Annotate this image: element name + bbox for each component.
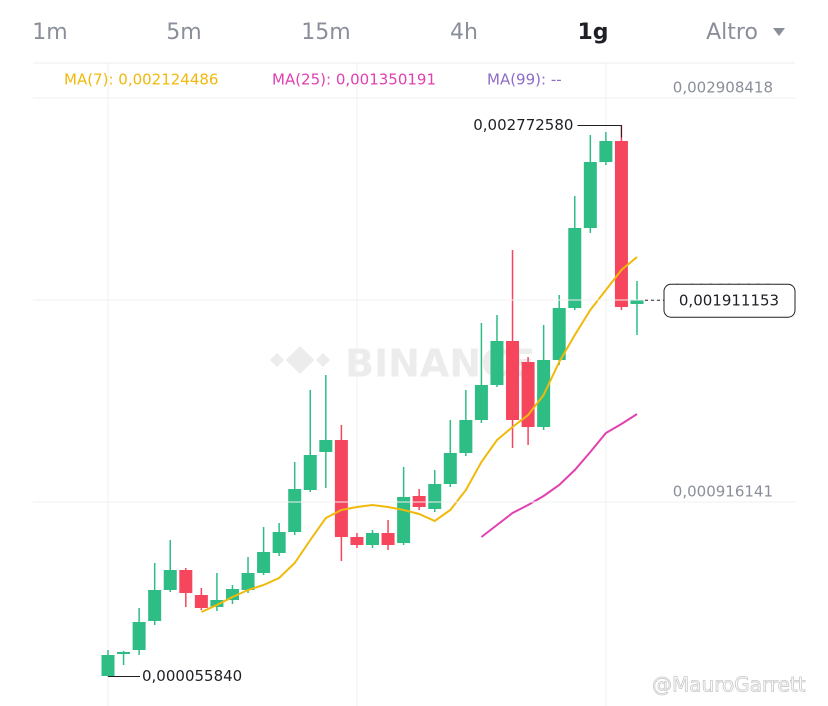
candle-body xyxy=(272,531,286,554)
legend-entry: MA(99): -- xyxy=(487,71,562,89)
candle-body xyxy=(599,140,613,162)
candle-body xyxy=(474,384,488,420)
candle-body xyxy=(319,439,333,452)
tab[interactable]: Altro xyxy=(706,20,758,45)
tab[interactable]: 4h xyxy=(450,20,478,45)
candle-body xyxy=(490,340,504,385)
candle-body xyxy=(583,161,597,229)
y-tick-label: 0,002908418 xyxy=(673,79,773,97)
high-leader xyxy=(577,125,622,138)
legend-entry: MA(25): 0,001350191 xyxy=(272,71,436,89)
candle-body xyxy=(101,655,115,676)
watermark: @MauroGarrett xyxy=(652,673,806,697)
candle-body xyxy=(614,140,628,307)
low-label: 0,000055840 xyxy=(142,667,242,685)
candle-body xyxy=(303,454,317,490)
legend-entry: MA(7): 0,002124486 xyxy=(64,71,218,89)
dropdown-icon xyxy=(773,28,785,36)
candle-body xyxy=(397,496,411,544)
binance-logo xyxy=(269,345,331,375)
candle-body xyxy=(552,308,566,360)
ma-line xyxy=(480,413,638,538)
candle-body xyxy=(428,483,442,509)
tab[interactable]: 5m xyxy=(166,20,201,45)
candle-body xyxy=(257,551,271,573)
candle-body xyxy=(459,419,473,453)
high-label: 0,002772580 xyxy=(473,116,573,134)
candle-body xyxy=(630,300,644,304)
candle-body xyxy=(568,228,582,309)
tab[interactable]: 1g xyxy=(577,20,608,45)
candle-body xyxy=(225,588,239,600)
last-price-box xyxy=(663,283,796,318)
candle-body xyxy=(117,651,131,654)
candle-body xyxy=(163,569,177,590)
ma-line xyxy=(200,256,638,613)
tab[interactable]: 1m xyxy=(32,20,67,45)
candle-body xyxy=(521,362,535,427)
candle-body xyxy=(412,495,426,507)
candle-body xyxy=(241,572,255,590)
candle-body xyxy=(506,340,520,420)
candle-body xyxy=(210,599,224,608)
candle-body xyxy=(443,452,457,484)
tab[interactable]: 15m xyxy=(301,20,350,45)
candle-body xyxy=(179,569,193,593)
y-tick-label: 0,000916141 xyxy=(673,483,773,501)
candle-body xyxy=(366,532,379,545)
candle-body xyxy=(334,439,348,538)
candle-body xyxy=(148,589,162,621)
candle-body xyxy=(381,532,395,545)
candle-body xyxy=(350,537,364,545)
candle-body xyxy=(132,621,146,650)
last-price-label: 0,001911153 xyxy=(679,292,779,310)
candle-body xyxy=(288,489,302,532)
candle-body xyxy=(194,594,208,608)
